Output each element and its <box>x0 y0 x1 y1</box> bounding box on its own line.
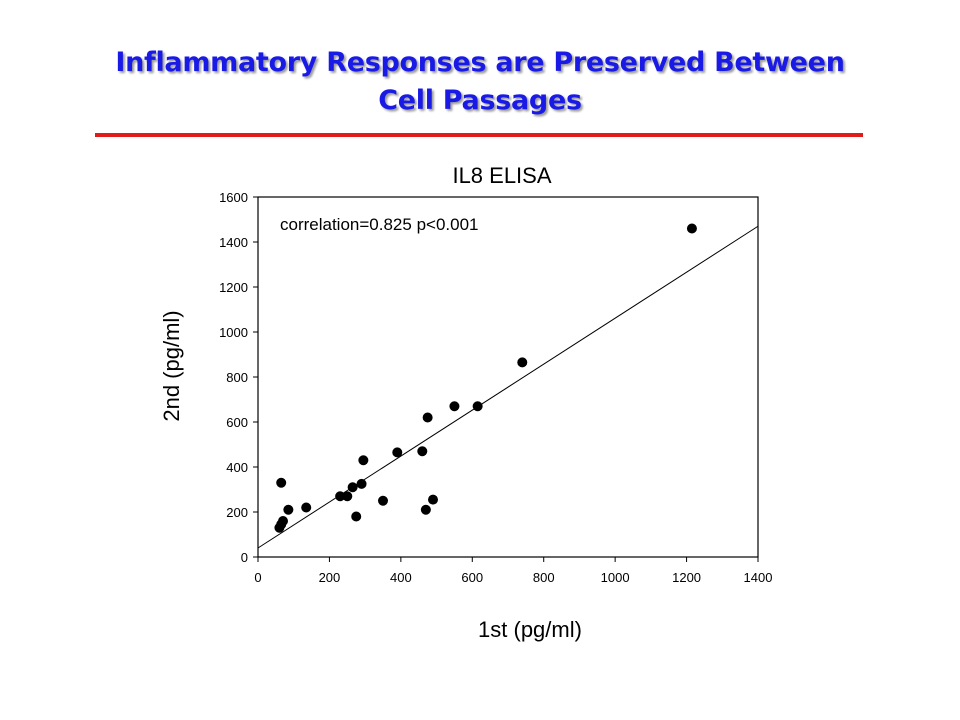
data-point <box>392 447 403 458</box>
data-point <box>342 491 353 502</box>
data-point <box>301 502 312 513</box>
data-point <box>283 504 294 515</box>
data-point <box>449 401 460 412</box>
x-tick-label: 200 <box>319 570 341 585</box>
x-tick-label: 400 <box>390 570 412 585</box>
x-tick-label: 1000 <box>601 570 630 585</box>
y-tick-label: 200 <box>226 505 248 520</box>
x-tick-label: 0 <box>254 570 261 585</box>
data-point <box>517 357 528 368</box>
y-tick-label: 1200 <box>219 280 248 295</box>
slide-title: Inflammatory Responses are Preserved Bet… <box>60 44 900 120</box>
y-axis-label: 2nd (pg/ml) <box>159 310 184 421</box>
data-point <box>358 455 369 466</box>
data-point <box>378 495 388 506</box>
slide-title-line-2: Cell Passages <box>378 85 582 116</box>
x-tick-label: 600 <box>461 570 483 585</box>
x-axis-label: 1st (pg/ml) <box>478 617 582 642</box>
plot-area: 0 200 400 600 800 1000 1200 1400 0 200 400 600 800 10… <box>219 190 772 585</box>
data-point <box>278 516 288 526</box>
plot-frame <box>257 196 759 558</box>
y-tick-label: 1600 <box>219 190 248 205</box>
data-point <box>276 477 287 488</box>
data-point <box>417 446 428 457</box>
correlation-annotation: correlation=0.825 p<0.001 <box>280 215 479 234</box>
y-tick-label: 1000 <box>219 325 248 340</box>
x-tick-label: 800 <box>533 570 555 585</box>
data-point <box>472 401 483 412</box>
slide-title-line-1: Inflammatory Responses are Preserved Bet… <box>115 47 845 78</box>
y-tick-label: 0 <box>241 550 248 565</box>
x-tick-label: 1200 <box>672 570 701 585</box>
data-point <box>347 482 358 493</box>
data-point <box>335 491 346 502</box>
y-tick-label: 400 <box>226 460 248 475</box>
regression-line <box>257 225 759 549</box>
data-point <box>420 504 431 515</box>
data-point <box>428 494 438 505</box>
data-point <box>356 478 367 489</box>
data-point <box>422 412 433 423</box>
title-underline-rule <box>95 133 863 137</box>
x-tick-label: 1400 <box>744 570 773 585</box>
y-tick-label: 600 <box>226 415 248 430</box>
y-tick-label: 1400 <box>219 235 248 250</box>
y-tick-label: 800 <box>226 370 248 385</box>
data-point <box>686 223 697 234</box>
chart-title: IL8 ELISA <box>452 163 551 188</box>
data-point <box>351 511 362 522</box>
